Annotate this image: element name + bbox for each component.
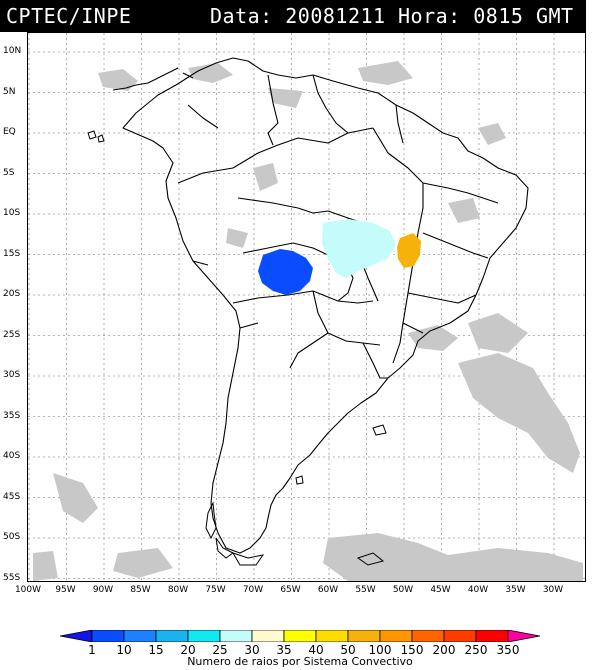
colorbar-tick-label: 30 (244, 643, 260, 657)
lon-label: 100W (14, 585, 42, 595)
lon-label: 45W (430, 585, 451, 595)
lat-label: 35S (3, 410, 21, 421)
colorbar-segment (315, 630, 349, 642)
colorbar-tick-label: 100 (368, 643, 392, 657)
colorbar-segment (379, 630, 413, 642)
lat-label: 10N (3, 46, 22, 56)
colorbar-tick-label: 40 (308, 643, 324, 657)
lat-label: 5S (3, 167, 15, 178)
time-label: Hora: 0815 GMT (398, 4, 574, 28)
lat-label: 5N (3, 86, 16, 97)
colorbar-tick-label: 25 (212, 643, 228, 657)
colorbar-segment (155, 630, 189, 642)
lon-label: 35W (505, 585, 526, 595)
colorbar-tick-label: 15 (148, 643, 164, 657)
lat-label: 50S (3, 532, 21, 542)
colorbar-tick-label: 200 (432, 643, 456, 657)
map-panel (27, 32, 586, 582)
lon-label: 95W (55, 585, 76, 595)
lon-label: 50W (392, 585, 414, 595)
lon-label: 70W (242, 585, 264, 595)
colorbar (60, 630, 540, 642)
convective-system-goias (397, 233, 421, 268)
lon-label: 65W (280, 585, 301, 595)
colorbar-tick-label: 350 (496, 643, 520, 657)
lat-label: 15S (3, 248, 21, 259)
colorbar-segment (347, 630, 381, 642)
lat-label: 20S (3, 289, 21, 299)
lon-label: 55W (355, 585, 376, 595)
lat-label: 10S (3, 208, 21, 218)
colorbar-tick-label: 1 (88, 643, 96, 657)
colorbar-tick-label: 10 (116, 643, 132, 657)
colorbar-tick-label: 35 (276, 643, 292, 657)
colorbar-segment (91, 630, 125, 642)
lon-label: 30W (542, 585, 564, 595)
title-bar: CPTEC/INPE Data: 20081211 Hora: 0815 GMT (0, 0, 586, 32)
date-label: Data: 20081211 (210, 4, 386, 28)
colorbar-segment (507, 630, 540, 642)
colorbar-caption: Numero de raios por Sistema Convectivo (187, 655, 413, 668)
colorbar-tick-label: 250 (464, 643, 488, 657)
colorbar-segment (123, 630, 157, 642)
cloud-cover (33, 61, 583, 581)
colorbar-segment (251, 630, 285, 642)
lon-label: 85W (130, 585, 151, 595)
colorbar-segment (219, 630, 253, 642)
lat-label: 45S (3, 491, 21, 502)
colorbar-tick-label: 50 (340, 643, 356, 657)
colorbar-segment (187, 630, 221, 642)
convective-system-bolivia (258, 249, 313, 295)
lon-label: 75W (205, 585, 226, 595)
colorbar-segment (283, 630, 317, 642)
south-america-map (28, 33, 585, 581)
convective-system-mato-grosso (322, 219, 396, 278)
colorbar-segment (475, 630, 509, 642)
lon-label: 60W (317, 585, 339, 595)
colorbar-segment (443, 630, 477, 642)
lat-label: 25S (3, 329, 21, 340)
lon-label: 40W (467, 585, 489, 595)
convective-systems (258, 219, 421, 295)
colorbar-segment (411, 630, 445, 642)
lat-label: 40S (3, 451, 21, 461)
colorbar-tick-label: 20 (180, 643, 196, 657)
colorbar-tick-label: 150 (400, 643, 424, 657)
lat-label: 30S (3, 370, 21, 380)
lat-lon-grid (28, 33, 585, 581)
colorbar-segment (60, 630, 93, 642)
source-label: CPTEC/INPE (6, 4, 132, 28)
lat-label: 55S (3, 572, 21, 583)
coastal-islands (87, 130, 387, 566)
lon-label: 80W (167, 585, 189, 595)
lon-label: 90W (92, 585, 114, 595)
country-borders (112, 57, 529, 554)
lat-label: EQ (3, 127, 16, 137)
